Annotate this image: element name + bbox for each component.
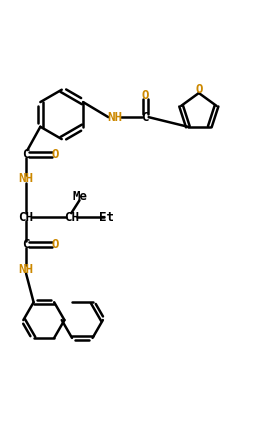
Text: O: O <box>142 89 149 102</box>
Text: NH: NH <box>19 172 34 185</box>
Text: Me: Me <box>72 190 87 203</box>
Text: O: O <box>51 148 59 161</box>
Text: C: C <box>22 238 30 251</box>
Text: Et: Et <box>99 211 114 224</box>
Text: NH: NH <box>19 263 34 276</box>
Text: CH: CH <box>64 211 79 224</box>
Text: O: O <box>195 83 202 96</box>
Text: C: C <box>142 111 149 124</box>
Text: O: O <box>51 238 59 251</box>
Text: CH: CH <box>19 211 34 224</box>
Text: C: C <box>22 148 30 161</box>
Text: NH: NH <box>108 111 123 124</box>
